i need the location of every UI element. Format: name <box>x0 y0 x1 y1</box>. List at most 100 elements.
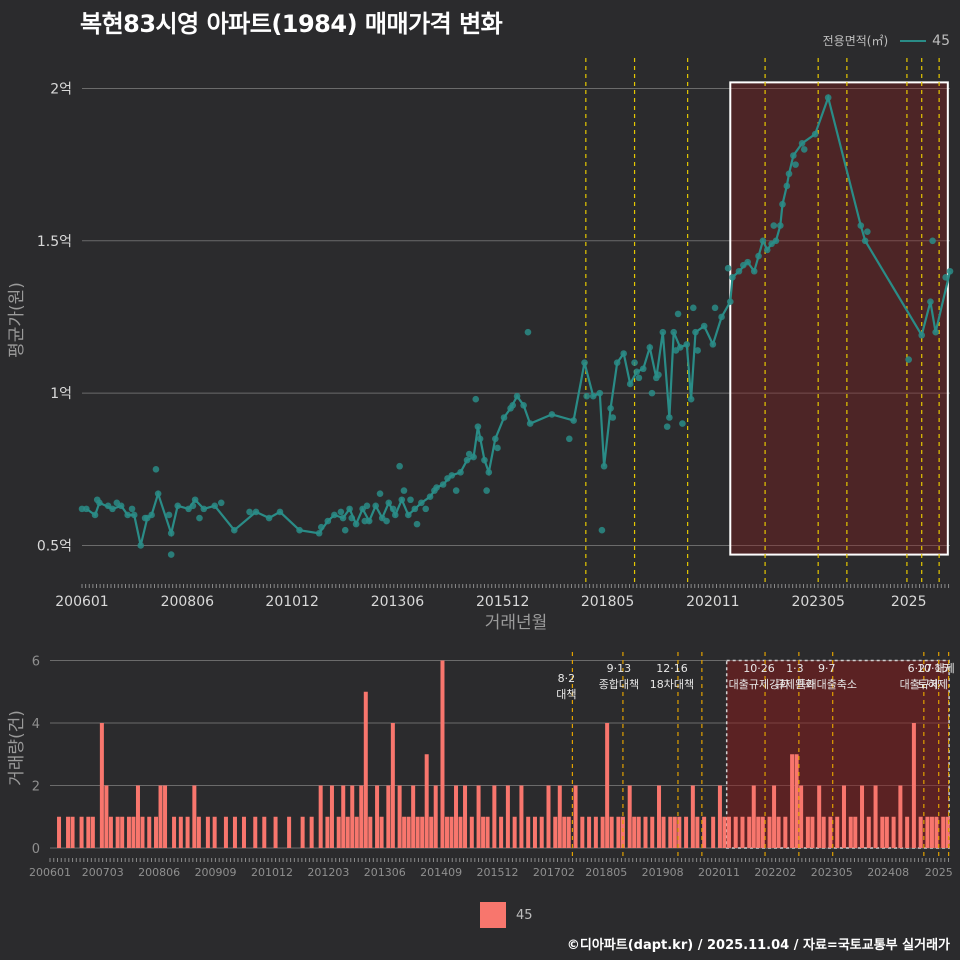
volume-x-tick-label: 202202 <box>754 866 796 879</box>
volume-y-tick-label: 0 <box>32 842 40 857</box>
volume-bar <box>929 816 934 848</box>
volume-bar <box>941 816 946 848</box>
volume-bar <box>880 816 885 848</box>
volume-bar <box>672 816 677 848</box>
price-point <box>376 490 384 497</box>
price-point <box>792 161 799 168</box>
volume-bar <box>695 816 700 848</box>
price-point <box>400 487 408 494</box>
volume-bar <box>232 816 237 848</box>
bar-legend: 45 <box>480 902 533 928</box>
price-y-tick-label: 1.5억 <box>37 234 72 250</box>
volume-bar <box>420 816 425 848</box>
volume-bar <box>817 785 822 848</box>
price-point <box>196 514 203 522</box>
price-x-tick-label: 2025 <box>891 594 927 610</box>
volume-bar <box>783 816 788 848</box>
price-point <box>864 228 871 235</box>
volume-x-tick-label: 202408 <box>867 866 909 879</box>
volume-bar <box>643 816 648 848</box>
volume-bar <box>553 816 558 848</box>
volume-bar <box>566 816 571 848</box>
volume-bar <box>562 816 567 848</box>
price-y-tick-label: 2억 <box>50 81 72 97</box>
price-point <box>396 462 403 470</box>
price-x-tick-label: 201306 <box>371 594 425 610</box>
policy-label: 종합대책 <box>599 678 639 691</box>
volume-bar <box>733 816 738 848</box>
volume-bar <box>805 816 810 848</box>
volume-bar <box>329 785 334 848</box>
volume-bar <box>341 785 346 848</box>
volume-bar <box>627 785 632 848</box>
volume-bar <box>485 816 490 848</box>
volume-bar <box>587 816 592 848</box>
price-point <box>694 347 701 354</box>
volume-bar <box>325 816 330 848</box>
volume-bar <box>90 816 95 848</box>
volume-bar <box>147 816 152 848</box>
price-point <box>337 508 345 516</box>
price-point <box>422 505 430 513</box>
price-point <box>341 526 349 534</box>
volume-x-tick-label: 202011 <box>698 866 740 879</box>
volume-y-axis-title: 거래량(건) <box>7 710 27 786</box>
volume-bar <box>424 754 429 848</box>
volume-bar <box>767 816 772 848</box>
source-credit: ©디아파트(dapt.kr) / 2025.11.04 / 자료=국토교통부 실… <box>566 938 950 953</box>
volume-bar <box>178 816 183 848</box>
volume-bar <box>108 816 113 848</box>
policy-label: 토허제 <box>918 678 948 691</box>
volume-bar <box>262 816 267 848</box>
volume-bar <box>241 816 246 848</box>
volume-bar <box>593 816 598 848</box>
volume-bar <box>810 816 815 848</box>
price-point <box>165 511 173 519</box>
price-point <box>800 146 808 153</box>
volume-bar <box>747 816 752 848</box>
price-point <box>689 304 697 312</box>
price-point <box>631 359 638 366</box>
price-x-tick-label: 200601 <box>55 594 108 610</box>
volume-bar <box>499 816 504 848</box>
price-point <box>583 392 591 400</box>
volume-bar <box>205 816 210 848</box>
volume-bar <box>458 816 463 848</box>
volume-bar <box>463 785 468 848</box>
volume-x-tick-label: 201203 <box>307 866 349 879</box>
volume-bar <box>350 785 355 848</box>
volume-bar <box>609 816 614 848</box>
volume-bar <box>722 816 727 848</box>
volume-bar <box>632 816 637 848</box>
volume-bar <box>756 816 761 848</box>
volume-bar <box>650 816 655 848</box>
volume-bar <box>79 816 84 848</box>
volume-bar <box>799 785 804 848</box>
volume-bar <box>411 785 416 848</box>
volume-bar <box>440 660 445 848</box>
volume-x-tick-label: 201702 <box>533 866 575 879</box>
volume-bar <box>300 816 305 848</box>
volume-bar <box>532 816 537 848</box>
policy-label: 규제완화 <box>775 678 815 691</box>
price-point <box>724 264 732 272</box>
policy-label: 해제 <box>935 661 955 675</box>
volume-bar <box>469 816 474 848</box>
volume-x-tick-label: 2025 <box>925 866 953 879</box>
volume-bar <box>492 785 497 848</box>
volume-bar <box>429 816 434 848</box>
volume-bar <box>345 816 350 848</box>
volume-bar <box>620 816 625 848</box>
volume-bar <box>702 816 707 848</box>
volume-bar <box>375 785 380 848</box>
volume-bar <box>390 723 395 848</box>
volume-bar <box>135 785 140 848</box>
price-x-axis-title: 거래년월 <box>485 613 548 633</box>
volume-bar <box>616 816 621 848</box>
volume-bar <box>794 754 799 848</box>
volume-bar <box>717 785 722 848</box>
volume-bar <box>476 785 481 848</box>
volume-bar <box>905 816 910 848</box>
volume-bar <box>726 816 731 848</box>
